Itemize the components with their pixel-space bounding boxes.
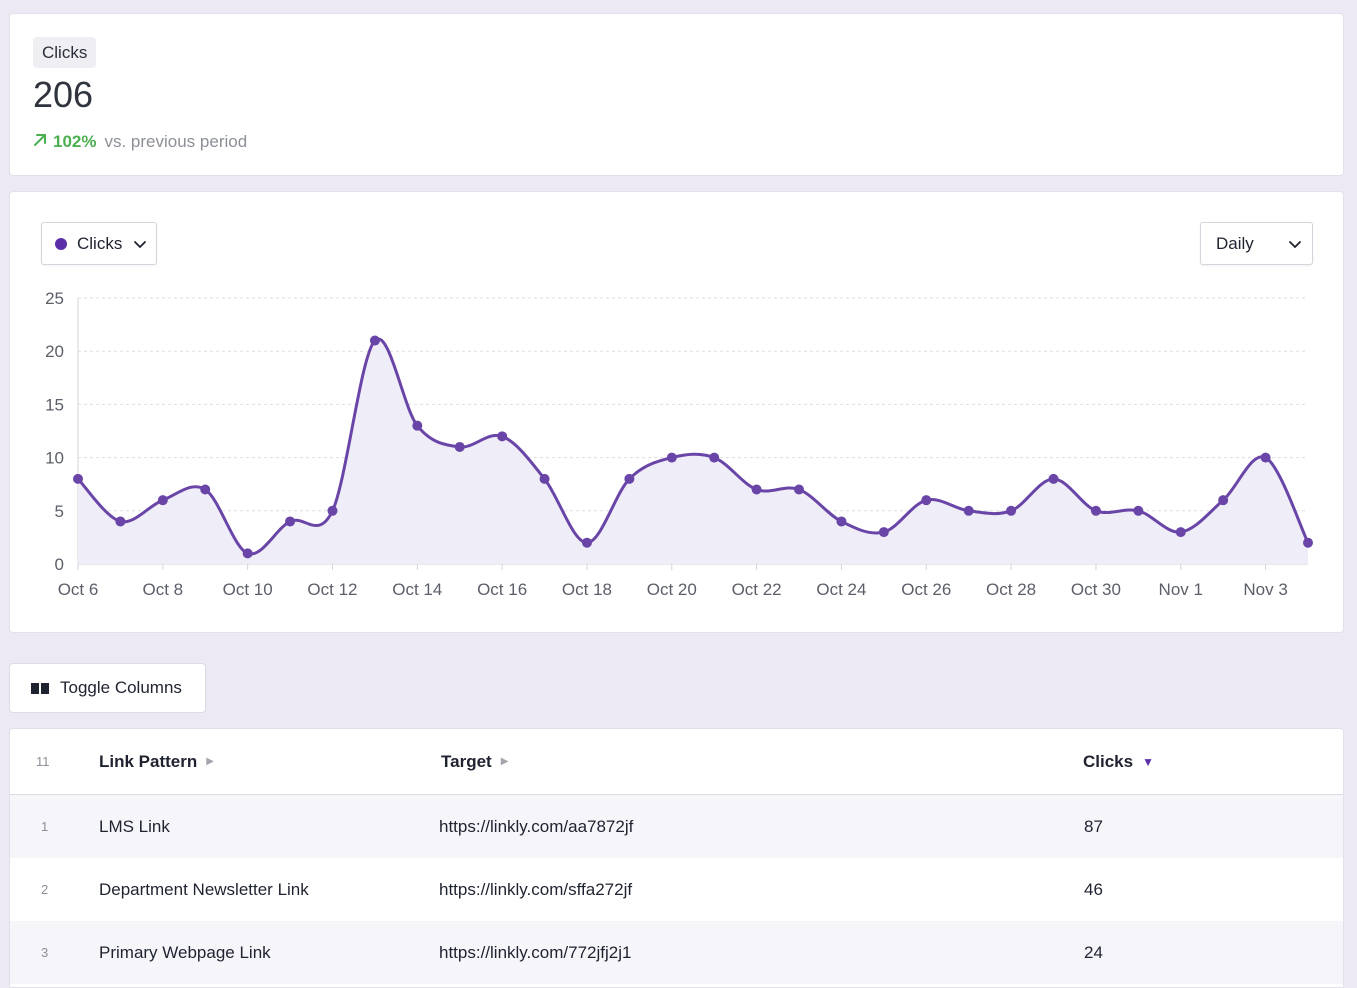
x-tick-label: Oct 6 [58, 580, 99, 599]
row-index: 2 [41, 882, 49, 897]
data-point [539, 473, 550, 484]
row-count: 11 [36, 754, 50, 769]
data-point [497, 431, 508, 442]
y-tick-label: 25 [45, 289, 64, 308]
clicks-cell: 87 [1084, 816, 1103, 836]
x-tick-label: Nov 1 [1159, 580, 1203, 599]
chevron-down-icon [1289, 241, 1301, 249]
x-tick-label: Oct 26 [901, 580, 951, 599]
table-row[interactable]: 3 Primary Webpage Link https://linkly.co… [10, 921, 1343, 984]
data-point [73, 473, 83, 484]
delta-percent: 102% [53, 131, 97, 151]
target-cell: https://linkly.com/aa7872jf [439, 816, 634, 836]
column-header-label: Target [441, 752, 492, 771]
data-point [412, 420, 423, 431]
y-tick-label: 0 [55, 555, 64, 574]
data-point [454, 441, 465, 452]
sort-icon: ▶ [206, 756, 214, 767]
link-pattern-cell: Primary Webpage Link [99, 942, 271, 962]
chart-card: 0 5 10 15 20 25 Oct 6 Oct 8 Oct 10 Oct 12 Oct 14 Oc… [9, 191, 1344, 633]
column-header-clicks[interactable]: Clicks ▼ [1083, 729, 1154, 795]
data-point [1133, 505, 1144, 516]
x-tick-label: Oct 30 [1071, 580, 1121, 599]
data-point [921, 495, 932, 506]
data-point [1218, 495, 1229, 506]
data-point [581, 537, 592, 548]
target-cell: https://linkly.com/772jfj2j1 [439, 942, 632, 962]
data-point [285, 516, 296, 527]
data-point [157, 495, 168, 506]
clicks-chart: 0 5 10 15 20 25 Oct 6 Oct 8 Oct 10 Oct 12 Oct 14 Oc… [45, 289, 1313, 599]
x-tick-label: Oct 20 [647, 580, 697, 599]
column-header-link-pattern[interactable]: Link Pattern ▶ [99, 729, 214, 795]
stat-value: 206 [33, 74, 94, 115]
delta-text: vs. previous period [104, 131, 248, 151]
data-point [369, 335, 380, 346]
x-tick-label: Oct 8 [143, 580, 184, 599]
sort-icon: ▶ [500, 756, 509, 767]
link-pattern-cell: LMS Link [99, 816, 170, 836]
data-point [666, 452, 677, 463]
data-point [1006, 505, 1017, 516]
metric-dropdown[interactable]: Clicks [41, 222, 157, 265]
table-row[interactable]: 2 Department Newsletter Link https://lin… [10, 858, 1343, 921]
data-point [878, 527, 889, 538]
data-point [1260, 452, 1271, 463]
column-header-label: Clicks [1083, 752, 1134, 771]
data-point [751, 484, 762, 495]
x-tick-label: Oct 16 [477, 580, 527, 599]
links-table: 11 Link Pattern ▶ Target ▶ Clicks ▼ 1 LM… [9, 728, 1344, 988]
area-fill [78, 338, 1308, 564]
data-point [242, 548, 253, 559]
x-tick-label: Oct 28 [986, 580, 1036, 599]
data-point [327, 505, 338, 516]
toggle-columns-button[interactable]: Toggle Columns [9, 663, 206, 713]
toggle-columns-label: Toggle Columns [60, 678, 182, 697]
y-tick-label: 5 [55, 502, 64, 521]
column-header-target[interactable]: Target ▶ [441, 729, 508, 795]
data-point [1303, 537, 1313, 548]
clicks-cell: 24 [1084, 942, 1103, 962]
data-point [709, 452, 720, 463]
column-header-label: Link Pattern [99, 752, 198, 771]
x-tick-label: Oct 24 [816, 580, 866, 599]
x-tick-label: Oct 18 [562, 580, 612, 599]
trend-up-arrow-icon [33, 131, 47, 152]
data-point [1090, 505, 1101, 516]
data-point [200, 484, 211, 495]
row-index: 3 [41, 945, 49, 960]
stat-label: Clicks [33, 37, 97, 68]
y-tick-label: 15 [45, 395, 64, 414]
stat-delta: 102% vs. previous period [33, 131, 247, 152]
data-point [794, 484, 805, 495]
table-header: 11 Link Pattern ▶ Target ▶ Clicks ▼ [10, 729, 1343, 795]
data-point [963, 505, 974, 516]
row-index: 1 [41, 819, 49, 834]
data-point [624, 473, 635, 484]
x-tick-label: Oct 12 [307, 580, 357, 599]
y-tick-label: 10 [45, 449, 64, 468]
x-tick-label: Oct 14 [392, 580, 442, 599]
period-dropdown-label: Daily [1216, 233, 1254, 253]
x-tick-label: Oct 10 [223, 580, 273, 599]
period-dropdown[interactable]: Daily [1200, 222, 1313, 265]
clicks-stat-card: Clicks 206 102% vs. previous period [9, 13, 1344, 176]
link-pattern-cell: Department Newsletter Link [99, 879, 309, 899]
series-color-dot [55, 237, 67, 250]
y-tick-label: 20 [45, 342, 64, 361]
sort-descending-icon: ▼ [1142, 755, 1154, 769]
data-point [1175, 527, 1186, 538]
metric-dropdown-label: Clicks [77, 233, 123, 253]
data-point [1048, 473, 1059, 484]
columns-icon [31, 682, 49, 694]
x-tick-label: Oct 22 [732, 580, 782, 599]
chevron-down-icon [134, 241, 146, 249]
target-cell: https://linkly.com/sffa272jf [439, 879, 633, 899]
data-point [115, 516, 126, 527]
data-point [836, 516, 847, 527]
table-row[interactable]: 1 LMS Link https://linkly.com/aa7872jf 8… [10, 795, 1343, 858]
clicks-cell: 46 [1084, 879, 1103, 899]
x-tick-label: Nov 3 [1243, 580, 1287, 599]
